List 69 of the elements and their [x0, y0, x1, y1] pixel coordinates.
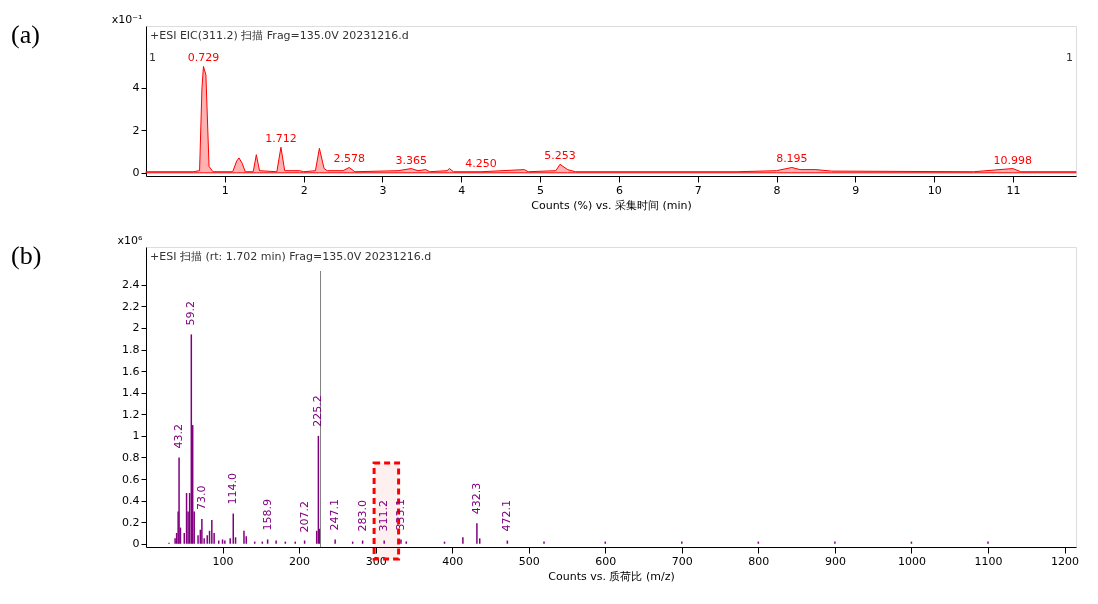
y-tick-label: 1.2 — [122, 407, 140, 421]
annotation: 5.253 — [544, 149, 576, 163]
annotation: 333.1 — [393, 498, 407, 531]
x-axis-title: Counts (%) vs. 采集时间 (min) — [531, 198, 692, 212]
annotation: 247.1 — [328, 498, 342, 531]
annotation: 283.0 — [355, 500, 369, 532]
x-tick-label: 9 — [852, 183, 860, 197]
y-tick-label: 2.2 — [122, 299, 140, 313]
y-tick-label: 2.4 — [122, 278, 140, 292]
annotation: 1.712 — [265, 132, 297, 146]
x-tick-label: 4 — [458, 183, 466, 197]
annotation: 158.9 — [260, 498, 274, 531]
x-tick-label: 400 — [442, 554, 464, 568]
y-tick-label: 1.6 — [122, 364, 140, 378]
y-axis-title: x10⁻¹ — [111, 12, 143, 26]
annotation: 43.2 — [172, 423, 186, 449]
y-tick-label: 0.2 — [122, 515, 140, 529]
x-tick-label: 1200 — [1051, 554, 1080, 568]
y-tick-label: 0.4 — [122, 494, 140, 508]
x-tick-label: 11 — [1006, 183, 1021, 197]
x-tick-label: 500 — [518, 554, 540, 568]
annotation: 311.2 — [377, 500, 391, 532]
y-tick-label: 4 — [132, 81, 140, 95]
y-tick-label: 0.6 — [122, 472, 140, 486]
x-tick-label: 1 — [221, 183, 229, 197]
annotation: 3.365 — [395, 153, 427, 167]
annotation: 73.0 — [194, 485, 208, 510]
x-tick-label: 10 — [927, 183, 942, 197]
annotation: 0.729 — [187, 51, 220, 65]
x-tick-label: 2 — [300, 183, 308, 197]
annotation: 472.1 — [500, 500, 514, 532]
y-tick-label: 2 — [132, 123, 140, 137]
annotation: 207.2 — [297, 501, 311, 533]
annotation: 10.998 — [993, 153, 1033, 167]
x-tick-label: 900 — [824, 554, 846, 568]
y-tick-label: 1.4 — [122, 386, 140, 400]
y-axis-title: x10⁶ — [117, 233, 144, 247]
x-tick-label: 5 — [537, 183, 545, 197]
x-tick-label: 1000 — [897, 554, 926, 568]
chart-title: +ESI EIC(311.2) 扫描 Frag=135.0V 20231216.d — [150, 29, 409, 42]
annotation: 114.0 — [226, 473, 240, 505]
y-tick-label: 0.8 — [122, 450, 140, 464]
y-tick-label: 0 — [132, 537, 140, 551]
annotation: 225.2 — [311, 395, 325, 427]
x-axis-title: Counts vs. 质荷比 (m/z) — [548, 569, 675, 583]
text: (b) — [11, 241, 42, 270]
annotation: 59.2 — [184, 300, 198, 326]
x-tick-label: 1100 — [974, 554, 1003, 568]
annotation: 4.250 — [465, 156, 497, 170]
annotation: 432.3 — [469, 482, 483, 515]
x-tick-label: 7 — [694, 183, 702, 197]
x-tick-label: 3 — [379, 183, 387, 197]
x-tick-label: 700 — [671, 554, 693, 568]
annotation: 1 — [149, 51, 156, 64]
x-tick-label: 600 — [595, 554, 617, 568]
x-tick-label: 800 — [748, 554, 770, 568]
x-tick-label: 100 — [212, 554, 234, 568]
y-tick-label: 1.8 — [122, 343, 140, 357]
annotation: 2.578 — [333, 152, 365, 166]
chart-title: +ESI 扫描 (rt: 1.702 min) Frag=135.0V 20231216.d — [150, 250, 432, 263]
x-tick-label: 200 — [289, 554, 311, 568]
y-tick-label: 2 — [132, 321, 140, 335]
y-tick-label: 0 — [132, 166, 140, 180]
x-tick-label: 6 — [615, 183, 623, 197]
y-tick-label: 1 — [132, 429, 140, 443]
annotation: 8.195 — [776, 152, 808, 166]
text: (a) — [11, 20, 40, 49]
x-tick-label: 8 — [773, 183, 781, 197]
annotation: 1 — [1066, 51, 1073, 64]
